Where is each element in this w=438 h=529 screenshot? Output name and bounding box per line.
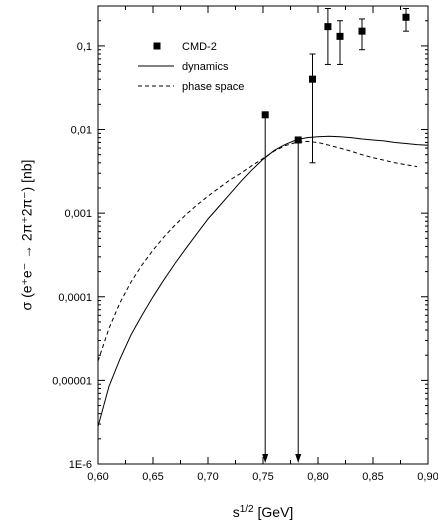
y-tick-label: 0,00001 (52, 375, 92, 387)
cmd2-data-point (336, 32, 344, 40)
cmd2-data-point (358, 27, 366, 35)
cmd2-data-point (324, 23, 332, 31)
legend-marker-cmd2 (153, 42, 161, 50)
legend-label: CMD-2 (182, 41, 217, 53)
cmd2-data-point (309, 75, 316, 83)
x-tick-label: 0,65 (142, 471, 163, 483)
y-tick-label: 0,01 (71, 125, 92, 137)
plot-content (98, 8, 428, 463)
cmd2-data-point (402, 13, 410, 21)
x-tick-label: 0,60 (87, 471, 108, 483)
x-tick-label: 0,80 (307, 471, 328, 483)
x-tick-label: 0,70 (197, 471, 218, 483)
y-tick-label: 0,0001 (58, 292, 92, 304)
cmd2-data-point (261, 111, 269, 119)
dynamics-curve (98, 135, 428, 427)
plot-frame (97, 5, 429, 465)
x-tick-label: 0,75 (252, 471, 273, 483)
x-tick-label: 0,90 (417, 471, 438, 483)
y-tick-label: 0,001 (64, 208, 92, 220)
legend-label: dynamics (182, 61, 229, 73)
y-axis-label: σ (e⁺e⁻ → 2π⁺2π⁻) [nb] (19, 160, 35, 311)
y-tick-label: 1E-6 (69, 459, 92, 471)
legend-label: phase space (182, 81, 244, 93)
x-tick-label: 0,85 (362, 471, 383, 483)
y-tick-label: 0,1 (77, 41, 92, 53)
upper-limit-arrowhead (295, 454, 302, 463)
upper-limit-arrowhead (262, 454, 269, 463)
legend: CMD-2 dynamics phase space (138, 41, 244, 93)
x-axis-label: s1/2 [GeV] (233, 504, 294, 521)
phase-space-curve (98, 140, 418, 362)
axis-ticks: 0,60 0,65 0,70 0,75 0,80 0,85 0,90 1E-6 0,00001 0… (52, 6, 438, 483)
